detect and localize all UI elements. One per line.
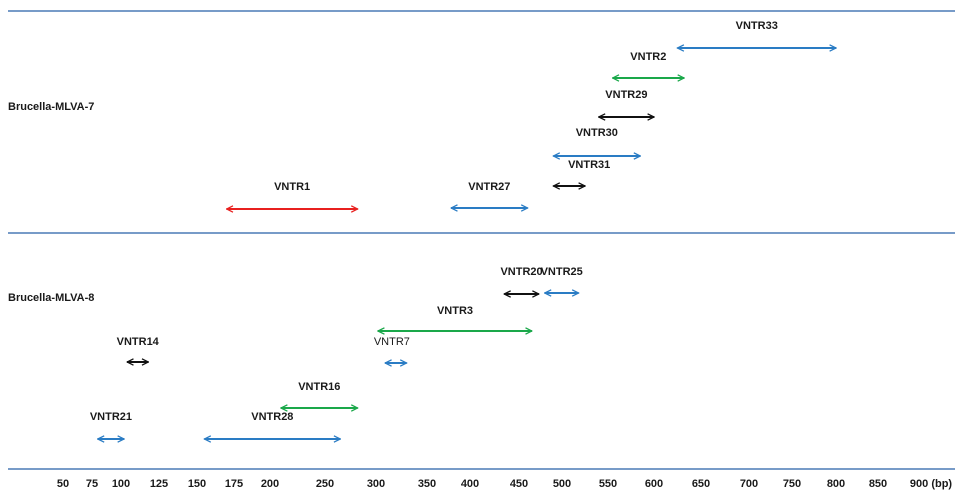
marker-vntr30: VNTR30 — [553, 127, 640, 156]
axis-tick-label: 400 — [461, 478, 479, 490]
axis-tick-label: 800 — [827, 478, 845, 490]
marker-vntr29: VNTR29 — [599, 89, 654, 117]
axis-tick-label: 200 — [261, 478, 279, 490]
marker-label: VNTR2 — [630, 51, 666, 63]
axis-tick-label: 450 — [510, 478, 528, 490]
axis-tick-label: 550 — [599, 478, 617, 490]
marker-label: VNTR31 — [568, 159, 610, 171]
size-axis: 50 75 100 125 150 175 200 250 300 350 400 450 500 550… — [57, 478, 953, 490]
marker-label: VNTR7 — [374, 336, 410, 348]
axis-tick-label: 50 — [57, 478, 69, 490]
marker-label: VNTR29 — [605, 89, 647, 101]
axis-tick-label: 700 — [740, 478, 758, 490]
marker-ranges: VNTR33 VNTR2 VNTR29 VNTR30 VNTR31 VNTR1 VNTR27… — [90, 20, 836, 439]
axis-tick-label: 150 — [188, 478, 206, 490]
marker-vntr27: VNTR27 — [451, 181, 528, 208]
panel-label-mlva8: Brucella-MLVA-8 — [8, 292, 94, 304]
marker-vntr1: VNTR1 — [227, 181, 358, 209]
marker-vntr21: VNTR21 — [90, 411, 132, 439]
axis-tick-label: 900 (bp) — [910, 478, 953, 490]
marker-vntr2: VNTR2 — [613, 51, 684, 78]
marker-label: VNTR14 — [117, 336, 160, 348]
axis-tick-label: 500 — [553, 478, 571, 490]
marker-label: VNTR33 — [736, 20, 778, 32]
marker-vntr33: VNTR33 — [678, 20, 837, 48]
axis-tick-label: 250 — [316, 478, 334, 490]
marker-vntr25: VNTR25 — [541, 266, 583, 293]
marker-label: VNTR25 — [541, 266, 583, 278]
marker-vntr20: VNTR20 — [500, 266, 543, 294]
axis-tick-label: 850 — [869, 478, 887, 490]
marker-label: VNTR21 — [90, 411, 132, 423]
marker-label: VNTR27 — [468, 181, 510, 193]
marker-label: VNTR28 — [251, 411, 293, 423]
axis-tick-label: 350 — [418, 478, 436, 490]
axis-tick-label: 125 — [150, 478, 168, 490]
axis-tick-label: 600 — [645, 478, 663, 490]
axis-tick-label: 650 — [692, 478, 710, 490]
panel-label-mlva7: Brucella-MLVA-7 — [8, 101, 94, 113]
marker-vntr3: VNTR3 — [378, 305, 532, 331]
axis-tick-label: 750 — [783, 478, 801, 490]
marker-vntr16: VNTR16 — [281, 381, 358, 408]
marker-vntr31: VNTR31 — [553, 159, 610, 186]
axis-tick-label: 75 — [86, 478, 98, 490]
marker-label: VNTR1 — [274, 181, 310, 193]
marker-label: VNTR3 — [437, 305, 473, 317]
marker-vntr28: VNTR28 — [204, 411, 340, 439]
axis-tick-label: 300 — [367, 478, 385, 490]
marker-label: VNTR20 — [500, 266, 542, 278]
axis-tick-label: 175 — [225, 478, 243, 490]
marker-label: VNTR16 — [298, 381, 340, 393]
marker-vntr14: VNTR14 — [117, 336, 160, 362]
axis-tick-label: 100 — [112, 478, 130, 490]
marker-vntr7: VNTR7 — [374, 336, 410, 363]
marker-label: VNTR30 — [576, 127, 618, 139]
